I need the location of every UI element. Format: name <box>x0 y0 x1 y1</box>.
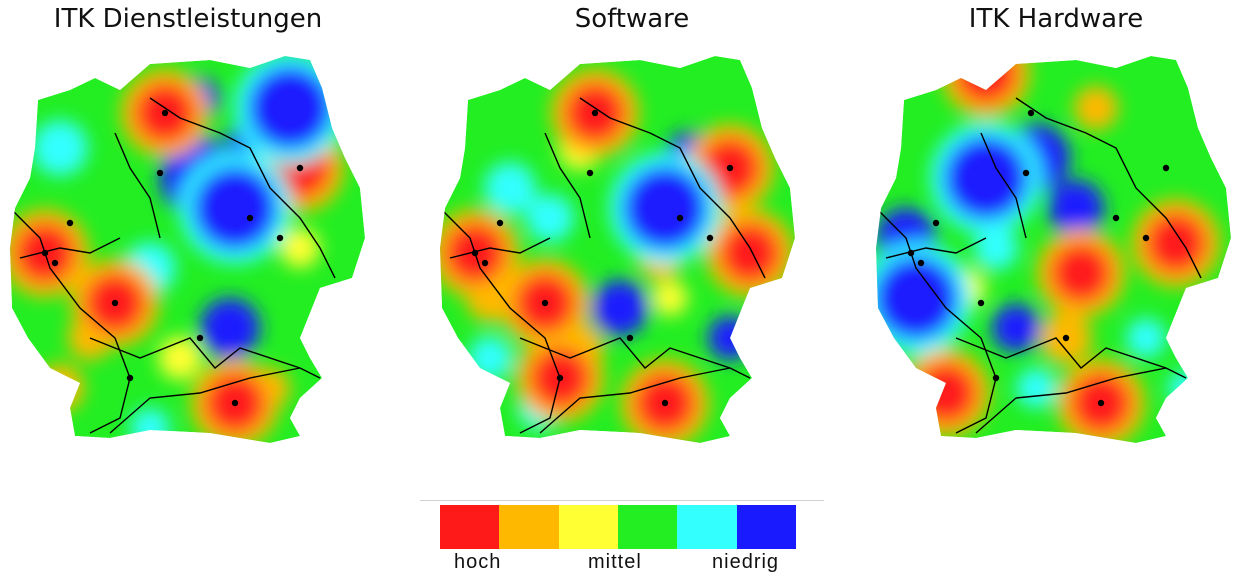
heat-blob <box>708 316 752 360</box>
border-line <box>440 207 561 434</box>
city-dot <box>1112 214 1120 222</box>
city-dot <box>907 249 915 257</box>
legend-label-mid: mittel <box>588 551 642 573</box>
border-line <box>449 237 551 259</box>
city-dot <box>66 219 74 227</box>
border-line <box>10 207 131 434</box>
heat-blob <box>1168 370 1204 406</box>
city-dot <box>496 219 504 227</box>
city-dot <box>661 399 669 407</box>
border-line <box>1015 97 1202 279</box>
city-dot <box>276 234 284 242</box>
legend-swatch-1 <box>440 505 500 549</box>
legend-color-scale <box>440 505 796 549</box>
border-line <box>885 237 987 259</box>
heat-blob <box>992 304 1040 352</box>
city-dot <box>156 169 164 177</box>
city-dot <box>676 214 684 222</box>
heat-blob <box>652 280 688 316</box>
city-dot <box>706 234 714 242</box>
panel-title-software: Software <box>574 4 690 34</box>
map-itk-hardware <box>876 56 1231 443</box>
hotspot-schleswig-holstein <box>956 56 1016 103</box>
panel-title-itk-hardware: ITK Hardware <box>968 4 1144 34</box>
hotspot-brandenburg <box>623 166 707 250</box>
hotspot-baden-w-rttemberg <box>916 363 976 423</box>
heat-blob <box>130 408 170 443</box>
hotspot-mecklenburg-vorpommern <box>248 66 332 150</box>
heat-blob <box>280 228 320 268</box>
city-dot <box>161 109 169 117</box>
border-line <box>539 367 731 434</box>
map-itk-dienstleistungen <box>10 56 365 443</box>
city-dot <box>481 259 489 267</box>
heat-blob <box>1016 368 1056 408</box>
legend-swatch-2 <box>499 505 559 549</box>
city-dot <box>1027 109 1035 117</box>
border-line <box>975 367 1167 434</box>
city-dot <box>591 109 599 117</box>
hotspot-dresden <box>720 223 780 283</box>
city-dot <box>541 299 549 307</box>
city-dot <box>41 249 49 257</box>
heat-blob <box>1048 180 1104 236</box>
heat-blob <box>592 280 648 336</box>
legend-swatch-3 <box>558 505 618 549</box>
heat-blob <box>974 226 1018 270</box>
heat-blob <box>468 336 512 380</box>
city-dot <box>1142 234 1150 242</box>
border-line <box>149 97 336 279</box>
city-dot <box>1022 169 1030 177</box>
heat-blob <box>526 194 574 242</box>
legend-swatch-4 <box>617 505 678 549</box>
city-dot <box>726 164 734 172</box>
border-line <box>876 207 997 434</box>
city-dot <box>586 169 594 177</box>
heat-blob <box>1074 86 1118 130</box>
city-dot <box>471 249 479 257</box>
city-dot <box>556 374 564 382</box>
city-dot <box>196 334 204 342</box>
panel-title-itk-dienstleistungen: ITK Dienstleistungen <box>53 4 323 34</box>
city-dot <box>231 399 239 407</box>
city-dot <box>977 299 985 307</box>
hotspot-niedersachsen <box>944 136 1028 220</box>
city-dot <box>992 374 1000 382</box>
hotspot-brandenburg <box>193 166 277 250</box>
hotspot-th-ringen <box>1051 243 1111 303</box>
heat-blob <box>484 162 536 214</box>
city-dot <box>246 214 254 222</box>
border-line <box>544 132 591 239</box>
city-dot <box>626 334 634 342</box>
border-line <box>980 132 1027 239</box>
city-dot <box>51 259 59 267</box>
city-dot <box>126 374 134 382</box>
legend-label-high: hoch <box>454 551 502 573</box>
border-line <box>579 97 766 279</box>
border-line <box>19 237 121 259</box>
legend-label-low: niedrig <box>712 551 780 573</box>
city-dot <box>111 299 119 307</box>
heat-blob <box>32 120 88 176</box>
legend-swatch-6 <box>736 505 796 549</box>
legend-divider <box>420 500 824 501</box>
city-dot <box>917 259 925 267</box>
map-software <box>440 56 795 443</box>
heat-blob <box>200 298 260 358</box>
hotspot-nordrhein-westfalen <box>876 256 958 340</box>
heat-blob <box>36 364 84 412</box>
heat-blob <box>1126 318 1166 358</box>
city-dot <box>1097 399 1105 407</box>
border-line <box>109 367 301 434</box>
city-dot <box>1062 334 1070 342</box>
hotspot-sachsen <box>1146 213 1206 273</box>
city-dot <box>296 164 304 172</box>
city-dot <box>932 219 940 227</box>
legend-swatch-5 <box>677 505 737 549</box>
city-dot <box>1162 164 1170 172</box>
border-line <box>114 132 161 239</box>
